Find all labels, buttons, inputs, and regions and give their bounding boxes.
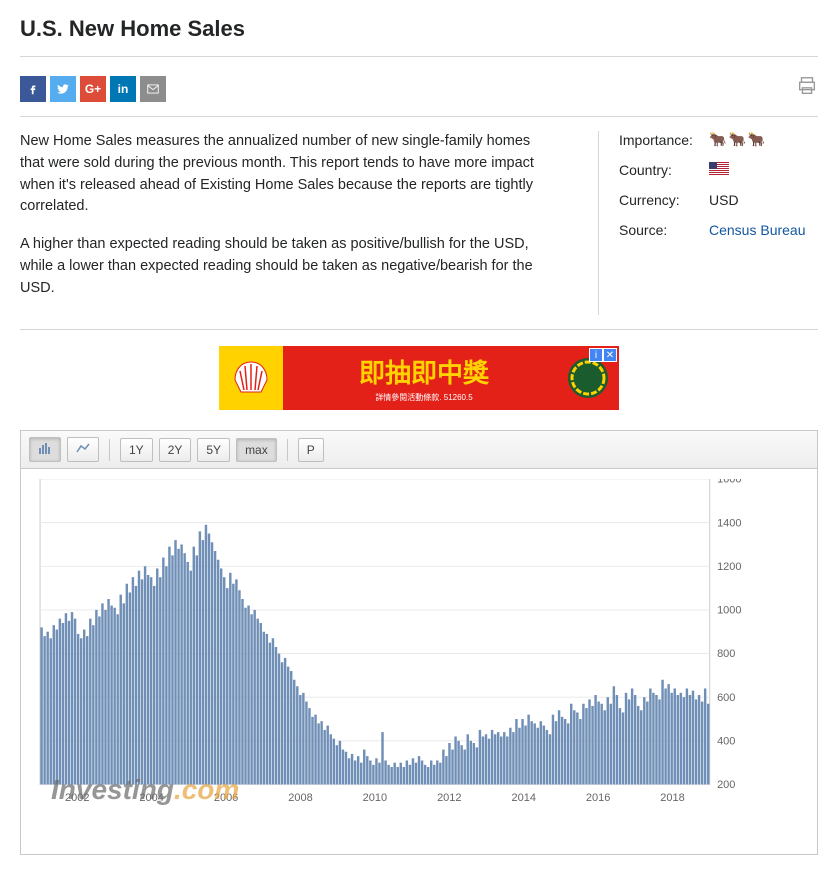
divider [20,56,818,57]
facebook-icon[interactable] [20,76,46,102]
chart-toolbar: 1Y 2Y 5Y max P [21,431,817,469]
meta-panel: Importance: 🐂🐂🐂 Country: Currency: USD S… [598,131,818,315]
currency-label: Currency: [619,192,709,208]
twitter-icon[interactable] [50,76,76,102]
ad-close-icon[interactable]: ✕ [603,348,617,362]
source-label: Source: [619,222,709,238]
bar-chart-icon[interactable] [29,437,61,462]
svg-text:2008: 2008 [288,792,312,804]
line-chart-icon[interactable] [67,437,99,462]
googleplus-icon[interactable]: G+ [80,76,106,102]
svg-text:2012: 2012 [437,792,461,804]
svg-text:1000: 1000 [717,605,741,617]
description: New Home Sales measures the annualized n… [20,131,558,315]
separator [109,439,110,461]
ad-text: 即抽即中獎 詳情參閱活動條款. 51260.5 [283,353,565,403]
watermark: Investing.com [51,774,239,806]
email-icon[interactable] [140,76,166,102]
svg-text:2014: 2014 [511,792,535,804]
svg-text:1200: 1200 [717,561,741,573]
ad-banner[interactable]: 即抽即中獎 詳情參閱活動條款. 51260.5 i ✕ [219,346,619,410]
chart-container: 1Y 2Y 5Y max P 200 400 600 800 1000 1200 1400 1… [20,430,818,855]
currency-value: USD [709,192,739,208]
print-icon[interactable] [796,75,818,102]
svg-text:2016: 2016 [586,792,610,804]
svg-text:2018: 2018 [660,792,684,804]
country-flag [709,162,729,178]
bull-icon: 🐂 [728,131,745,147]
importance-value: 🐂🐂🐂 [709,131,767,148]
ad-info-icon[interactable]: i [589,348,603,362]
divider [20,116,818,117]
shell-logo [219,346,283,410]
svg-text:1600: 1600 [717,479,741,486]
svg-text:600: 600 [717,692,735,704]
description-p1: New Home Sales measures the annualized n… [20,131,558,218]
divider [20,329,818,330]
svg-text:800: 800 [717,648,735,660]
source-link[interactable]: Census Bureau [709,222,806,238]
page-title: U.S. New Home Sales [20,16,818,42]
range-max-button[interactable]: max [236,438,277,462]
svg-text:2010: 2010 [363,792,387,804]
separator [287,439,288,461]
svg-text:400: 400 [717,736,735,748]
p-button[interactable]: P [298,438,324,462]
bull-icon: 🐂 [748,131,765,147]
range-5y-button[interactable]: 5Y [197,438,230,462]
country-label: Country: [619,162,709,178]
svg-text:1400: 1400 [717,518,741,530]
range-1y-button[interactable]: 1Y [120,438,153,462]
description-p2: A higher than expected reading should be… [20,234,558,299]
svg-text:200: 200 [717,779,735,791]
share-icons: G+ in [20,76,166,102]
importance-label: Importance: [619,132,709,148]
chart-plot: 2004006008001000120014001600200220042006… [31,479,761,812]
bull-icon: 🐂 [709,131,726,147]
range-2y-button[interactable]: 2Y [159,438,192,462]
linkedin-icon[interactable]: in [110,76,136,102]
